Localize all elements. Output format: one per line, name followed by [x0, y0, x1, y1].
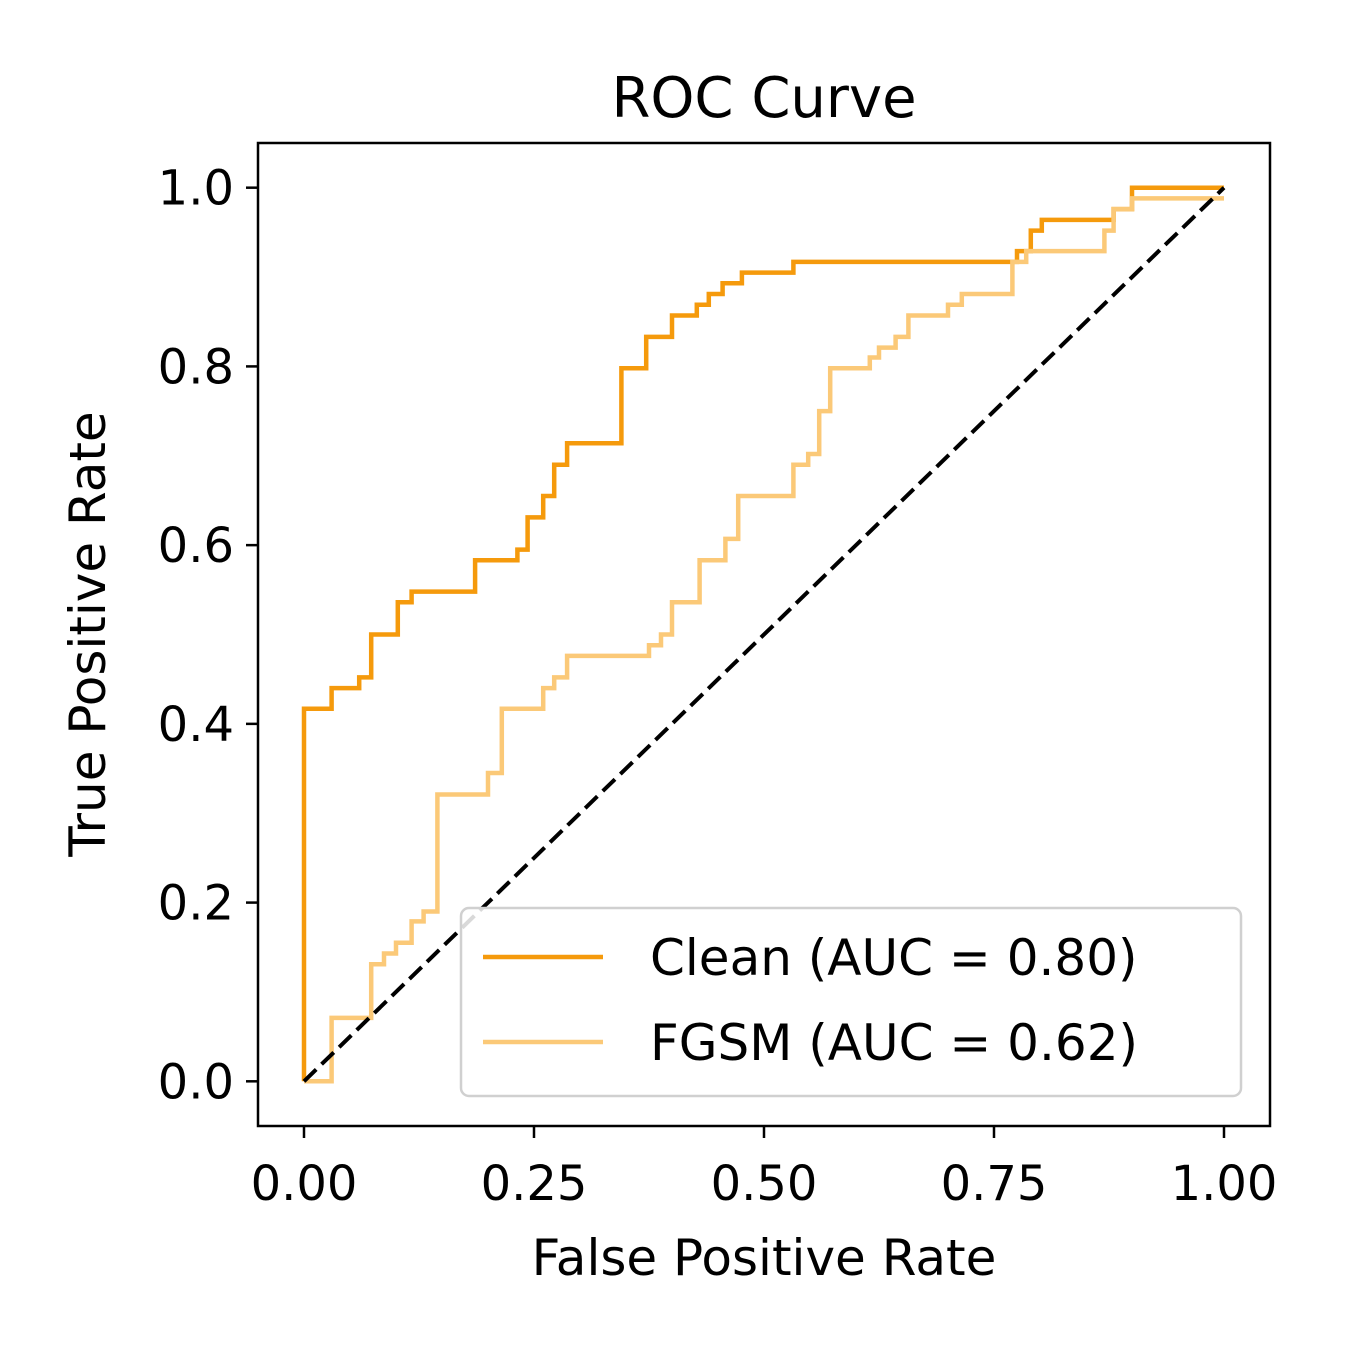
y-tick-label: 0.6 [158, 518, 234, 574]
legend: Clean (AUC = 0.80) FGSM (AUC = 0.62) [459, 906, 1243, 1098]
x-tick-label: 0.50 [711, 1156, 818, 1212]
x-tick-label: 0.75 [941, 1156, 1048, 1212]
y-tick-label: 1.0 [158, 161, 234, 217]
y-axis-label: True Positive Rate [59, 411, 117, 857]
series-line-clean [301, 185, 1224, 1082]
y-tick-label: 0.8 [158, 339, 234, 395]
y-tick-label: 0.4 [158, 697, 234, 753]
x-tick-label: 1.00 [1171, 1156, 1278, 1212]
chance-diagonal-line [302, 186, 1226, 1083]
plot-area [301, 185, 1226, 1084]
y-tick-label: 0.2 [158, 876, 234, 932]
legend-label: Clean (AUC = 0.80) [650, 929, 1138, 987]
axes: 0.00 0.25 0.50 0.75 1.00 0.0 0.2 0.4 0.6 0.8 1.0 [158, 141, 1278, 1212]
x-tick-label: 0.25 [481, 1156, 588, 1212]
y-tick-label: 0.0 [158, 1054, 234, 1110]
series-line-fgsm [304, 196, 1224, 1084]
x-tick-label: 0.00 [251, 1156, 358, 1212]
legend-label: FGSM (AUC = 0.62) [650, 1014, 1138, 1072]
chart-title: ROC Curve [611, 66, 916, 131]
legend-box [459, 906, 1243, 1098]
x-axis-label: False Positive Rate [532, 1229, 997, 1287]
